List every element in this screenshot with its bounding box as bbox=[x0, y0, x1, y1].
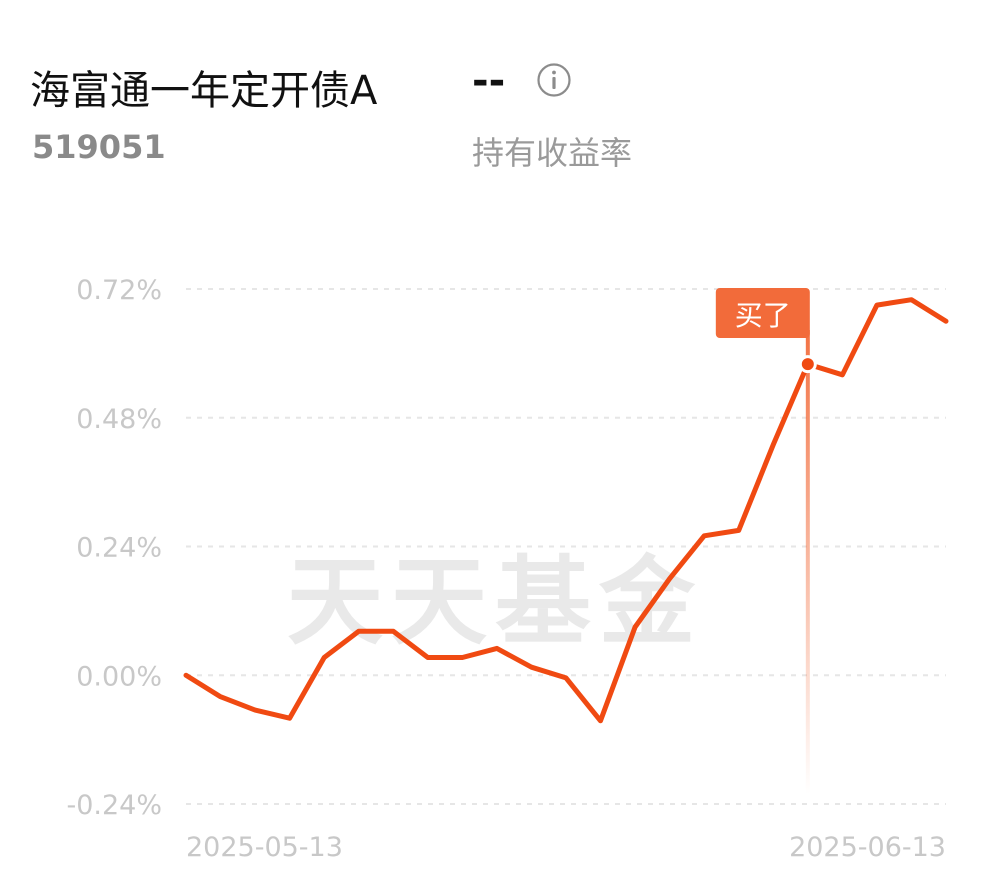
data-point bbox=[736, 527, 742, 533]
buy-marker-badge bbox=[715, 288, 810, 338]
data-point bbox=[943, 318, 949, 324]
data-point bbox=[632, 624, 638, 630]
buy-marker-label: 买了 bbox=[735, 299, 791, 332]
data-point bbox=[701, 533, 707, 539]
holding-return-label: 持有收益率 bbox=[472, 134, 633, 172]
holding-return-value: -- bbox=[472, 58, 506, 104]
y-tick-label: 0.72% bbox=[76, 275, 162, 306]
data-point bbox=[874, 302, 880, 308]
fund-title: 海富通一年定开债A bbox=[30, 68, 378, 114]
y-tick-label: 0.24% bbox=[76, 533, 162, 564]
y-tick-label: -0.24% bbox=[66, 790, 162, 821]
data-point bbox=[770, 442, 776, 448]
buy-marker-line bbox=[805, 330, 810, 794]
info-circle-icon[interactable] bbox=[536, 62, 572, 98]
data-point bbox=[252, 707, 258, 713]
fund-code: 519051 bbox=[32, 128, 166, 166]
data-point bbox=[218, 694, 224, 700]
data-point bbox=[390, 628, 396, 634]
buy-point bbox=[798, 355, 817, 374]
x-tick-label: 2025-06-13 bbox=[789, 832, 946, 863]
data-point bbox=[183, 672, 189, 678]
data-point bbox=[839, 372, 845, 378]
data-point bbox=[667, 576, 673, 582]
data-point bbox=[425, 655, 431, 661]
data-point bbox=[356, 628, 362, 634]
series-line bbox=[183, 297, 949, 724]
x-tick-label: 2025-05-13 bbox=[186, 832, 343, 863]
data-point bbox=[908, 297, 914, 303]
y-tick-label: 0.48% bbox=[76, 404, 162, 435]
data-point bbox=[494, 645, 500, 651]
data-point bbox=[598, 718, 604, 724]
y-tick-label: 0.00% bbox=[76, 661, 162, 692]
data-point bbox=[321, 655, 327, 661]
data-point bbox=[528, 664, 534, 670]
data-point bbox=[287, 715, 293, 721]
data-point bbox=[459, 655, 465, 661]
data-point bbox=[563, 675, 569, 681]
watermark: 天天基金 bbox=[287, 545, 703, 658]
